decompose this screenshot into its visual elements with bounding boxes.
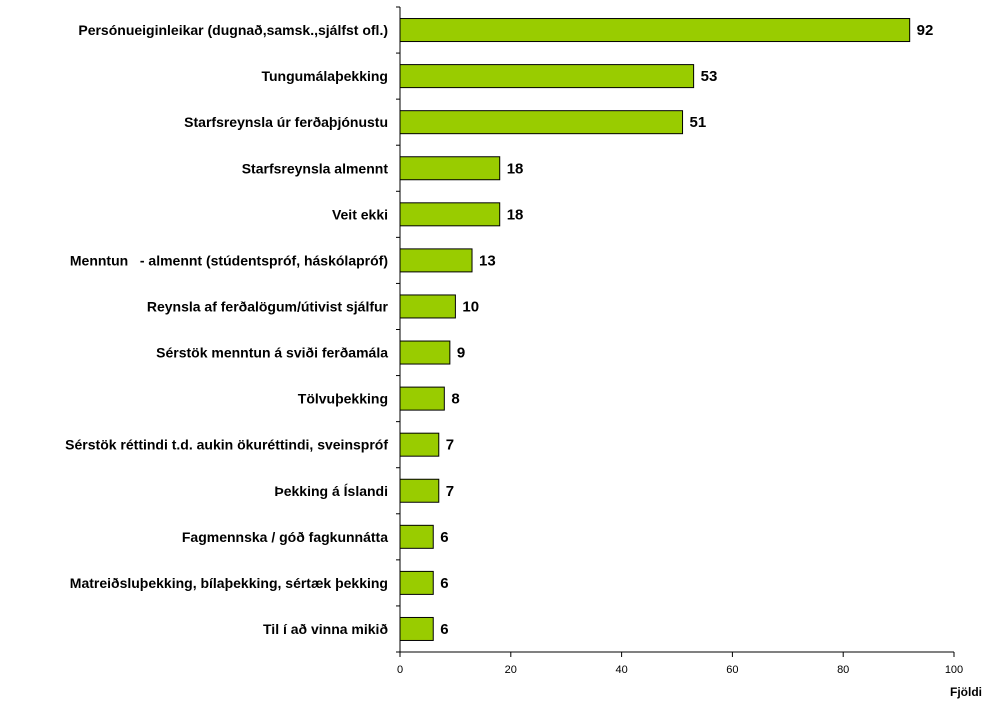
bar — [399, 432, 440, 457]
category-labels: Persónueiginleikar (dugnað,samsk.,sjálfs… — [65, 22, 933, 638]
data-label: 9 — [457, 345, 465, 362]
category-label: Sérstök menntun á sviði ferðamála — [156, 345, 388, 361]
bar — [399, 524, 434, 549]
category-label: Reynsla af ferðalögum/útivist sjálfur — [147, 298, 389, 314]
data-label: 6 — [440, 575, 448, 592]
bar — [399, 156, 501, 181]
data-label: 51 — [690, 114, 707, 131]
category-label: Til í að vinna mikið — [263, 621, 388, 637]
category-label: Menntun - almennt (stúdentspróf, háskóla… — [70, 252, 388, 268]
bar — [399, 294, 456, 319]
x-tick-label: 0 — [397, 664, 403, 676]
data-label: 6 — [440, 529, 448, 546]
x-tick-label: 20 — [505, 664, 517, 676]
bar — [399, 570, 434, 595]
category-label: Veit ekki — [332, 206, 388, 222]
x-axis-title: Fjöldi — [950, 685, 982, 699]
bar — [399, 340, 451, 365]
bar — [399, 64, 695, 89]
category-label: Matreiðsluþekking, bílaþekking, sértæk þ… — [70, 575, 388, 591]
data-label: 7 — [446, 437, 454, 454]
data-label: 7 — [446, 483, 454, 500]
x-tick-label: 60 — [726, 664, 738, 676]
category-label: Starfsreynsla almennt — [242, 160, 389, 176]
category-label: Starfsreynsla úr ferðaþjónustu — [184, 114, 388, 130]
data-label: 18 — [507, 206, 524, 223]
category-label: Tungumálaþekking — [261, 68, 388, 84]
category-label: Sérstök réttindi t.d. aukin ökuréttindi,… — [65, 437, 388, 453]
bar — [399, 202, 501, 227]
category-label: Fagmennska / góð fagkunnátta — [182, 529, 388, 545]
bar — [399, 386, 445, 411]
bar — [399, 110, 684, 135]
data-label: 53 — [701, 68, 718, 85]
x-axis-ticks: 0 20 40 60 80 100 — [396, 6, 963, 676]
bar — [399, 248, 473, 273]
category-label: Persónueiginleikar (dugnað,samsk.,sjálfs… — [78, 22, 388, 38]
data-label: 8 — [451, 391, 459, 408]
data-label: 10 — [462, 298, 479, 315]
bars-layer — [399, 18, 911, 641]
x-tick-label: 100 — [945, 664, 963, 676]
bar — [399, 478, 440, 503]
x-tick-label: 40 — [615, 664, 627, 676]
category-label: Tölvuþekking — [298, 391, 388, 407]
data-label: 13 — [479, 252, 496, 269]
data-label: 6 — [440, 621, 448, 638]
data-label: 92 — [917, 22, 934, 39]
bar — [399, 18, 911, 43]
x-tick-label: 80 — [837, 664, 849, 676]
axes — [399, 7, 954, 653]
bar — [399, 616, 434, 641]
data-label: 18 — [507, 160, 524, 177]
category-label: Þekking á Íslandi — [274, 483, 388, 499]
